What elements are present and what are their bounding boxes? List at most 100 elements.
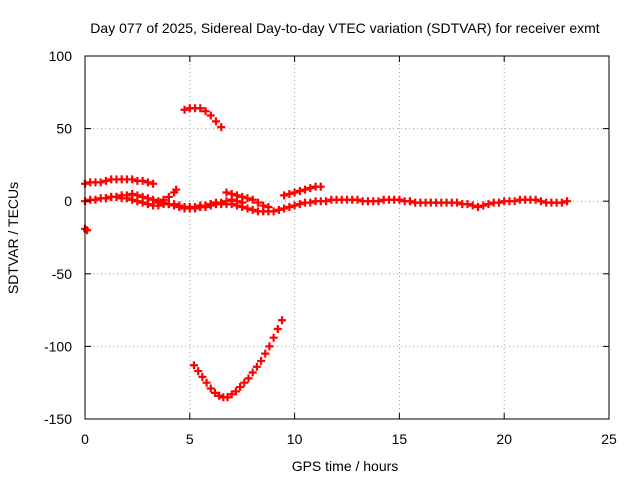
plot-area (85, 56, 609, 419)
data-point (269, 333, 278, 342)
data-point (265, 342, 274, 351)
data-point (149, 179, 158, 188)
data-point (405, 197, 414, 206)
data-point (257, 356, 266, 365)
data-point (316, 182, 325, 191)
data-point (133, 191, 142, 200)
data-point (306, 198, 315, 207)
axes-frame (84, 55, 610, 420)
data-point (474, 203, 482, 212)
data-point (248, 205, 257, 214)
data-point (290, 188, 299, 197)
data-point (175, 203, 184, 212)
data-point (494, 198, 503, 207)
x-tick-label: 20 (496, 431, 512, 447)
data-point (285, 203, 294, 212)
data-point (463, 200, 472, 209)
data-point (189, 361, 198, 370)
data-point (243, 194, 252, 203)
x-tick-label: 25 (601, 431, 617, 447)
data-point (510, 197, 519, 206)
plot-background (85, 56, 609, 419)
data-point (295, 200, 304, 209)
x-tick-label: 15 (392, 431, 408, 447)
data-point (374, 197, 383, 206)
data-point (210, 388, 219, 397)
data-point (222, 188, 231, 197)
y-tick-label: -100 (44, 338, 72, 354)
data-point (143, 194, 152, 203)
data-point (261, 349, 270, 358)
data-point (217, 198, 226, 207)
data-point (217, 123, 226, 132)
data-point (198, 372, 207, 381)
data-point (196, 203, 205, 212)
x-tick-label: 10 (287, 431, 303, 447)
data-point (215, 391, 224, 400)
data-point (236, 383, 245, 392)
data-point (206, 200, 215, 209)
data-point (191, 204, 200, 213)
data-point (306, 184, 315, 193)
data-point (290, 201, 299, 210)
data-point (248, 368, 257, 377)
data-point (159, 198, 168, 207)
data-point (202, 378, 211, 387)
data-point (240, 378, 249, 387)
data-point (138, 176, 147, 185)
y-tick-label: -150 (44, 411, 72, 427)
data-points (81, 104, 572, 402)
y-tick-label: 50 (56, 121, 72, 137)
plot-frame (84, 55, 610, 420)
y-tick-label: 100 (49, 48, 73, 64)
data-point (295, 187, 304, 196)
data-point (531, 195, 540, 204)
data-point (253, 198, 262, 207)
data-point (101, 194, 110, 203)
data-point (395, 195, 404, 204)
x-tick-label: 5 (186, 431, 194, 447)
data-point (101, 176, 110, 185)
data-point (285, 189, 294, 198)
data-point (244, 374, 253, 383)
data-point (259, 201, 268, 210)
data-point (194, 367, 203, 376)
data-point (301, 185, 310, 194)
data-point (468, 201, 477, 210)
data-point (252, 362, 261, 371)
data-point (164, 200, 173, 209)
data-point (280, 191, 289, 200)
grid (85, 56, 609, 419)
data-point (206, 384, 215, 393)
data-point (201, 201, 210, 210)
data-point (138, 192, 147, 201)
data-point (196, 104, 205, 113)
data-point (227, 390, 236, 399)
data-point (248, 195, 257, 204)
ticks: 0 5 10 15 20 25 -150 -100 -50 0 50 100 (44, 48, 617, 447)
data-point (264, 203, 273, 212)
data-point (484, 200, 493, 209)
data-point (269, 207, 278, 216)
data-point (91, 195, 100, 204)
chart-title: Day 077 of 2025, Sidereal Day-to-day VTE… (90, 20, 599, 36)
data-point (353, 195, 362, 204)
data-point (128, 175, 137, 184)
data-point (231, 387, 240, 396)
data-point (172, 185, 181, 194)
y-tick-label: -50 (52, 266, 72, 282)
data-point (479, 201, 488, 210)
data-point (536, 197, 545, 206)
data-point (122, 191, 131, 200)
data-point (322, 197, 331, 206)
data-point (164, 192, 173, 201)
data-point (280, 204, 289, 213)
data-point (201, 107, 210, 116)
data-point (273, 324, 282, 333)
data-point (274, 205, 283, 214)
data-point (128, 189, 137, 198)
data-point (112, 192, 121, 201)
data-point (557, 198, 566, 207)
data-point (96, 178, 105, 187)
